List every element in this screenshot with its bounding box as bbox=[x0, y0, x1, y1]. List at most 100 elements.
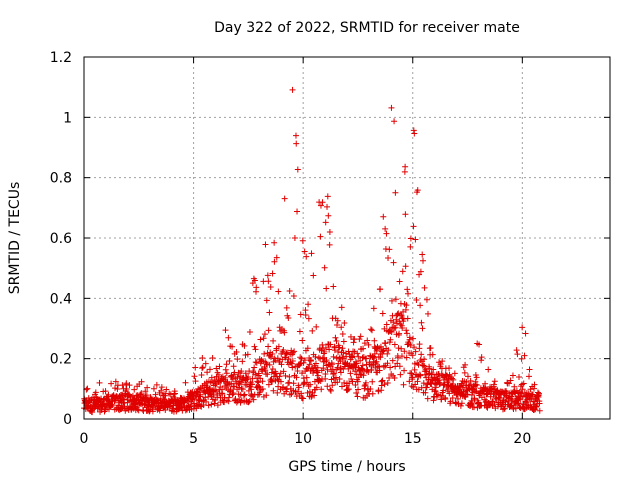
data-point bbox=[439, 358, 446, 365]
data-point bbox=[432, 387, 439, 394]
data-point bbox=[204, 369, 211, 376]
data-point bbox=[355, 374, 362, 381]
data-point bbox=[367, 326, 374, 333]
data-point bbox=[390, 259, 397, 266]
data-point bbox=[406, 334, 413, 341]
data-point bbox=[416, 341, 423, 348]
data-point bbox=[277, 378, 284, 385]
data-point bbox=[403, 302, 410, 309]
data-point bbox=[357, 371, 364, 378]
data-point bbox=[330, 283, 337, 290]
data-point bbox=[295, 388, 302, 395]
data-point bbox=[273, 254, 280, 261]
data-point bbox=[323, 357, 330, 364]
data-point bbox=[275, 288, 282, 295]
data-point bbox=[414, 187, 421, 194]
data-point bbox=[285, 315, 292, 322]
data-point bbox=[296, 328, 303, 335]
data-point bbox=[508, 393, 515, 400]
data-point bbox=[92, 389, 99, 396]
data-point bbox=[307, 358, 314, 365]
x-axis-label: GPS time / hours bbox=[288, 459, 405, 475]
data-point bbox=[323, 285, 330, 292]
data-point bbox=[331, 347, 338, 354]
data-point bbox=[286, 379, 293, 386]
data-point bbox=[371, 354, 378, 361]
data-point bbox=[376, 367, 383, 374]
data-point bbox=[253, 284, 260, 291]
data-point bbox=[270, 387, 277, 394]
data-point bbox=[473, 374, 480, 381]
data-point bbox=[333, 337, 340, 344]
data-point bbox=[471, 404, 478, 411]
data-point bbox=[311, 392, 318, 399]
data-point bbox=[367, 385, 374, 392]
data-point bbox=[405, 290, 412, 297]
data-point bbox=[360, 345, 367, 352]
data-point bbox=[246, 398, 253, 405]
data-point bbox=[158, 387, 165, 394]
data-point bbox=[276, 373, 283, 380]
data-point bbox=[245, 399, 252, 406]
data-point bbox=[242, 370, 249, 377]
data-point bbox=[421, 284, 428, 291]
data-point bbox=[340, 338, 347, 345]
data-point bbox=[264, 272, 271, 279]
data-point bbox=[476, 341, 483, 348]
data-point bbox=[304, 379, 311, 386]
data-point bbox=[253, 359, 260, 366]
data-point bbox=[403, 327, 410, 334]
data-point bbox=[424, 381, 431, 388]
data-point bbox=[264, 371, 271, 378]
data-point bbox=[412, 381, 419, 388]
data-point bbox=[380, 348, 387, 355]
data-point bbox=[215, 371, 222, 378]
data-point bbox=[389, 357, 396, 364]
data-point bbox=[239, 386, 246, 393]
data-point bbox=[241, 391, 248, 398]
data-point bbox=[281, 329, 288, 336]
data-point bbox=[473, 382, 480, 389]
data-point bbox=[416, 371, 423, 378]
data-point bbox=[421, 356, 428, 363]
data-point bbox=[262, 367, 269, 374]
data-point bbox=[229, 376, 236, 383]
data-point bbox=[294, 208, 301, 215]
data-point bbox=[525, 373, 532, 380]
data-point bbox=[123, 380, 130, 387]
data-point bbox=[229, 391, 236, 398]
data-point bbox=[109, 402, 116, 409]
data-point bbox=[259, 385, 266, 392]
data-point bbox=[362, 379, 369, 386]
data-point bbox=[198, 372, 205, 379]
data-point bbox=[246, 328, 253, 335]
axis-ticks bbox=[83, 56, 610, 420]
data-point bbox=[334, 317, 341, 324]
data-point bbox=[418, 319, 425, 326]
data-point bbox=[329, 382, 336, 389]
data-point bbox=[171, 390, 178, 397]
data-point bbox=[262, 241, 269, 248]
data-point bbox=[261, 331, 268, 338]
data-point bbox=[369, 390, 376, 397]
data-point bbox=[407, 235, 414, 242]
data-point bbox=[506, 403, 513, 410]
data-point bbox=[336, 344, 343, 351]
data-point bbox=[153, 381, 160, 388]
data-point bbox=[395, 345, 402, 352]
data-point bbox=[282, 372, 289, 379]
data-point bbox=[454, 395, 461, 402]
data-point bbox=[306, 388, 313, 395]
data-point bbox=[299, 237, 306, 244]
data-point bbox=[231, 383, 238, 390]
data-point bbox=[297, 360, 304, 367]
data-point bbox=[501, 405, 508, 412]
data-point bbox=[346, 380, 353, 387]
data-point bbox=[260, 358, 267, 365]
data-point bbox=[305, 315, 312, 322]
data-point bbox=[387, 364, 394, 371]
data-point bbox=[203, 398, 210, 405]
data-point bbox=[248, 392, 255, 399]
data-point bbox=[458, 400, 465, 407]
data-point bbox=[265, 327, 272, 334]
